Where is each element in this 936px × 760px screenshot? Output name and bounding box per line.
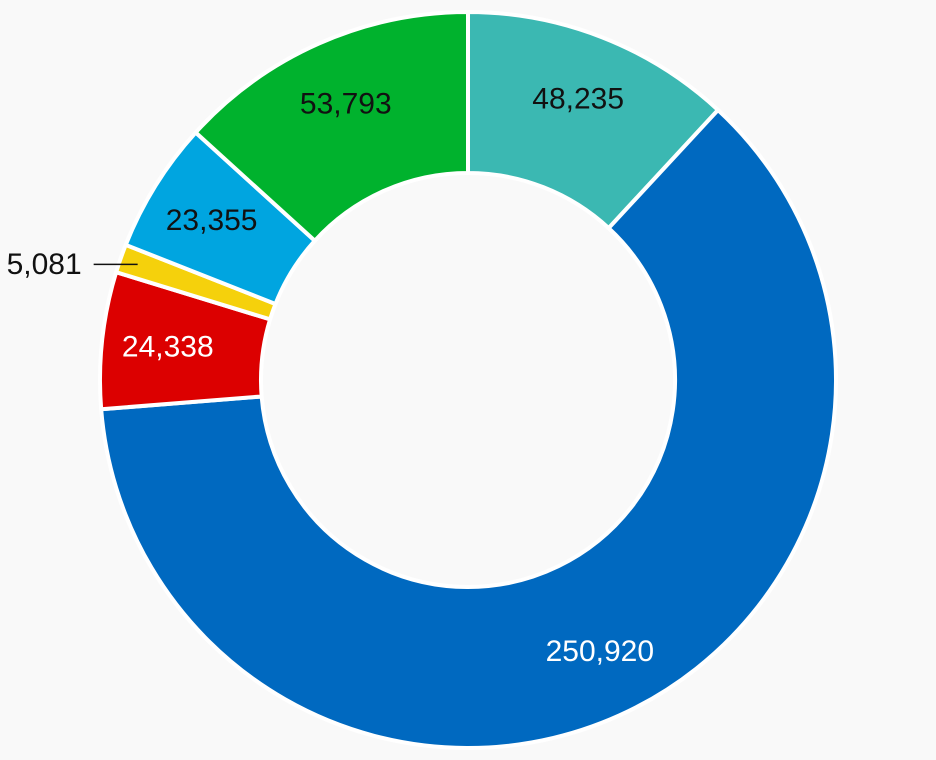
slice-label-0: 48,235 (532, 82, 624, 115)
slice-label-5: 53,793 (300, 87, 392, 120)
slice-label-2: 24,338 (122, 331, 214, 364)
donut-slice-5 (193, 10, 470, 243)
slice-label-1: 250,920 (546, 635, 654, 668)
donut-slice-0 (466, 10, 721, 231)
donut-slices (98, 10, 838, 750)
slice-label-3: 5,081 (7, 248, 82, 281)
slice-labels: 48,235 250,920 24,338 5,081 23,355 53,793 (7, 82, 654, 668)
donut-slice-1 (99, 107, 838, 750)
slice-label-4: 23,355 (166, 204, 258, 237)
